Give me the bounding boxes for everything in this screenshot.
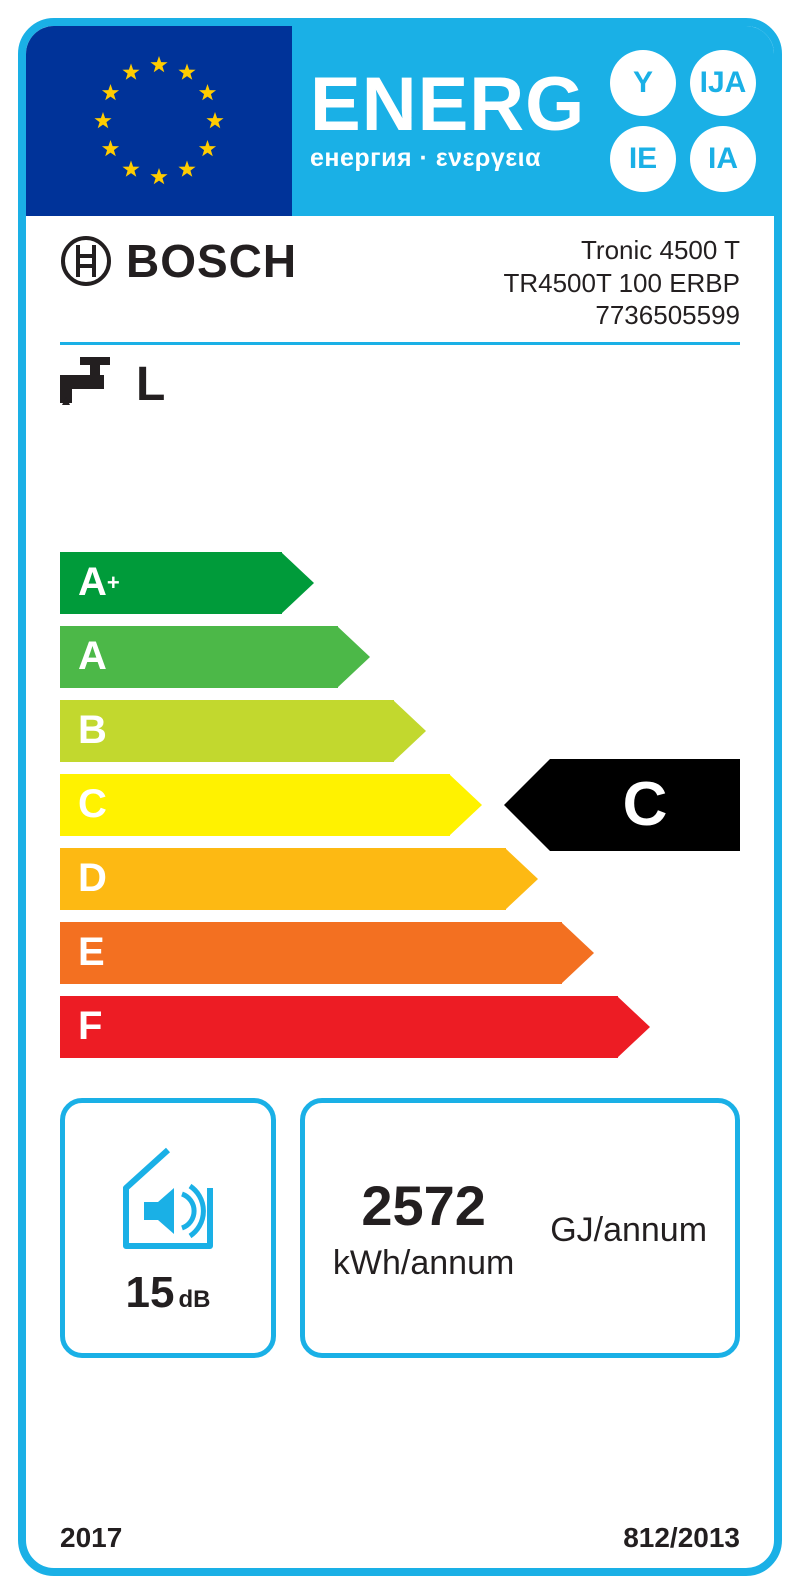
rating-badge: C	[550, 759, 740, 851]
noise-number: 15	[126, 1268, 175, 1317]
kwh-value: 2572	[333, 1173, 514, 1238]
noise-unit: dB	[178, 1286, 210, 1313]
scale-bar: A+	[60, 552, 282, 614]
scale-bar: B	[60, 700, 394, 762]
kwh-unit: kWh/annum	[333, 1244, 514, 1283]
header: ENERG енергия · ενεργεια YIJAIEIA	[26, 26, 774, 216]
noise-icon	[108, 1138, 228, 1258]
product-id: Tronic 4500 T TR4500T 100 ERBP 773650559…	[503, 234, 740, 332]
lang-pill: IE	[610, 126, 676, 192]
scale-bar: D	[60, 848, 506, 910]
bosch-logo-icon	[60, 235, 112, 287]
lang-pill: Y	[610, 50, 676, 116]
energ-title: ENERG	[310, 69, 585, 141]
footer: 2017 812/2013	[26, 1522, 774, 1554]
brand: BOSCH	[60, 234, 297, 288]
scale-bar: A	[60, 626, 338, 688]
product-line2: TR4500T 100 ERBP	[503, 267, 740, 300]
energ-banner: ENERG енергия · ενεργεια YIJAIEIA	[292, 26, 774, 216]
tap-icon	[60, 357, 122, 411]
footer-regulation: 812/2013	[623, 1522, 740, 1554]
efficiency-scale: A+ABCDEFC	[26, 552, 774, 1058]
brand-name: BOSCH	[126, 234, 297, 288]
load-profile: L	[136, 357, 165, 412]
footer-year: 2017	[60, 1522, 122, 1554]
metric-boxes: 15dB 2572 kWh/annum GJ/annum	[26, 1070, 774, 1358]
noise-value: 15dB	[126, 1268, 211, 1318]
consumption-box: 2572 kWh/annum GJ/annum	[300, 1098, 740, 1358]
lang-pill: IJA	[690, 50, 756, 116]
scale-bar: E	[60, 922, 562, 984]
gj-unit: GJ/annum	[550, 1211, 707, 1250]
scale-bar: C	[60, 774, 450, 836]
lang-pill: IA	[690, 126, 756, 192]
product-line1: Tronic 4500 T	[503, 234, 740, 267]
scale-bar: F	[60, 996, 618, 1058]
energ-subtitle: енергия · ενεργεια	[310, 144, 585, 173]
noise-box: 15dB	[60, 1098, 276, 1358]
load-profile-row: L	[26, 345, 774, 412]
brand-product-row: BOSCH Tronic 4500 T TR4500T 100 ERBP 773…	[26, 216, 774, 338]
eu-stars-icon	[79, 41, 239, 201]
lang-pills: YIJAIEIA	[610, 50, 760, 192]
energy-label-frame: ENERG енергия · ενεργεια YIJAIEIA BOSCH …	[18, 18, 782, 1576]
eu-flag	[26, 26, 292, 216]
kwh-column: 2572 kWh/annum	[333, 1173, 514, 1283]
product-line3: 7736505599	[503, 299, 740, 332]
gj-column: GJ/annum	[550, 1205, 707, 1250]
